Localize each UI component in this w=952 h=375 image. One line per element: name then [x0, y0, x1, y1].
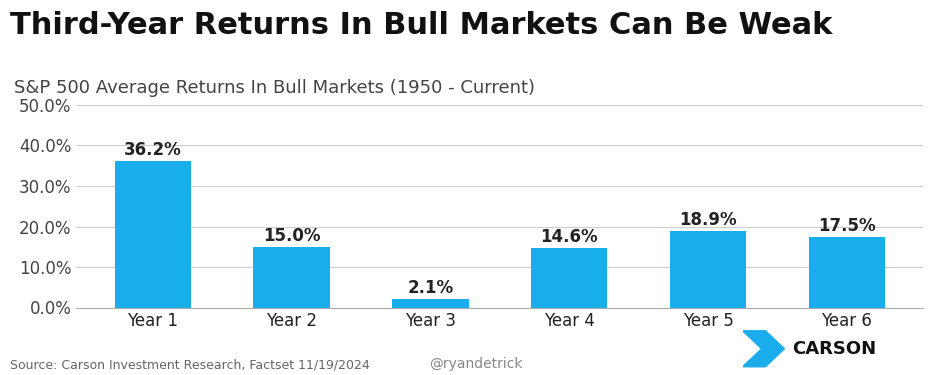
- Text: @ryandetrick: @ryandetrick: [429, 357, 523, 371]
- Text: Source: Carson Investment Research, Factset 11/19/2024: Source: Carson Investment Research, Fact…: [10, 358, 369, 371]
- Bar: [808, 237, 885, 308]
- Polygon shape: [743, 331, 784, 367]
- Bar: [253, 247, 329, 308]
- Text: 14.6%: 14.6%: [541, 228, 598, 246]
- Bar: [531, 248, 607, 308]
- Text: 36.2%: 36.2%: [124, 141, 182, 159]
- Text: Third-Year Returns In Bull Markets Can Be Weak: Third-Year Returns In Bull Markets Can B…: [10, 11, 832, 40]
- Bar: [670, 231, 746, 308]
- Text: 17.5%: 17.5%: [818, 217, 876, 235]
- Bar: [392, 299, 468, 307]
- Text: S&P 500 Average Returns In Bull Markets (1950 - Current): S&P 500 Average Returns In Bull Markets …: [14, 79, 535, 97]
- Text: 2.1%: 2.1%: [407, 279, 453, 297]
- Text: 18.9%: 18.9%: [679, 211, 737, 229]
- Text: CARSON: CARSON: [792, 340, 876, 358]
- Bar: [114, 161, 191, 308]
- Text: 15.0%: 15.0%: [263, 227, 321, 245]
